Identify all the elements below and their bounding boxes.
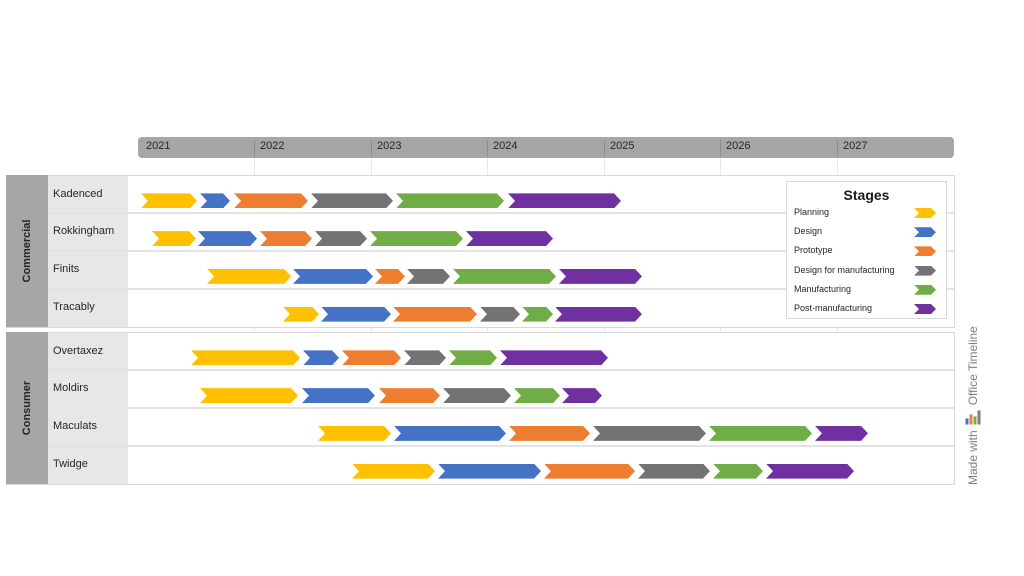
stage-segment-manufacturing[interactable] [709,426,812,441]
stage-segment-design-for-manufacturing[interactable] [404,350,446,365]
row-label: Overtaxez [48,332,128,371]
stage-segment-planning[interactable] [152,231,196,246]
stage-segment-manufacturing[interactable] [522,307,553,322]
year-label-2021: 2021 [146,140,171,152]
stage-segment-prototype[interactable] [342,350,401,365]
year-tick [604,140,605,156]
row-label: Maculats [48,408,128,446]
legend-item-label: Prototype [794,245,833,256]
stage-segment-planning[interactable] [191,350,300,365]
year-tick [371,140,372,156]
legend-chevron-icon [914,266,936,276]
stage-segment-post-manufacturing[interactable] [555,307,642,322]
legend-item-label: Post-manufacturing [794,303,873,313]
stage-segment-prototype[interactable] [509,426,590,441]
stage-segment-design[interactable] [293,269,373,284]
stage-segment-design[interactable] [302,388,375,403]
row-separator [48,250,954,252]
stage-segment-planning[interactable] [141,193,197,208]
stage-segment-post-manufacturing[interactable] [559,269,642,284]
stage-segment-design-for-manufacturing[interactable] [407,269,450,284]
row-separator [48,444,954,447]
stage-segment-planning[interactable] [283,307,319,322]
stage-segment-design[interactable] [198,231,257,246]
stage-segment-planning[interactable] [352,464,435,479]
row-label: Finits [48,251,128,289]
stages-legend: Stages Planning Design Prototype Design for… [786,181,947,319]
stage-segment-design-for-manufacturing[interactable] [315,231,367,246]
stage-segment-design[interactable] [394,426,506,441]
stage-segment-manufacturing[interactable] [514,388,560,403]
group-label: Commercial [6,175,48,327]
stage-segment-design-for-manufacturing[interactable] [480,307,520,322]
year-label-2024: 2024 [493,140,518,152]
stage-segment-prototype[interactable] [544,464,635,479]
row-separator [48,287,954,290]
legend-chevron-icon [914,246,936,256]
row-label: Kadenced [48,175,128,214]
stage-segment-post-manufacturing[interactable] [562,388,602,403]
stage-segment-design[interactable] [303,350,339,365]
stage-segment-post-manufacturing[interactable] [466,231,553,246]
stage-segment-design-for-manufacturing[interactable] [638,464,710,479]
row-separator [48,369,954,372]
year-label-2025: 2025 [610,140,635,152]
group-label: Consumer [6,332,48,484]
year-scale-bar: 2021 2022 2023 2024 2025 2026 2027 [138,137,954,158]
year-tick [720,140,721,156]
stage-segment-manufacturing[interactable] [713,464,763,479]
legend-chevron-icon [914,227,936,237]
stage-segment-design-for-manufacturing[interactable] [443,388,511,403]
stage-segment-design[interactable] [438,464,541,479]
year-tick [254,140,255,156]
stage-segment-design-for-manufacturing[interactable] [593,426,706,441]
legend-chevron-icon [914,208,936,218]
year-label-2027: 2027 [843,140,868,152]
legend-chevron-icon [914,304,936,314]
row-label: Moldirs [48,370,128,408]
stage-segment-post-manufacturing[interactable] [766,464,854,479]
stage-segment-prototype[interactable] [393,307,477,322]
year-label-2026: 2026 [726,140,751,152]
stage-segment-manufacturing[interactable] [370,231,463,246]
watermark-brand: Office Timeline [966,326,980,406]
office-timeline-logo-icon [965,410,981,425]
year-label-2022: 2022 [260,140,285,152]
legend-title: Stages [843,187,890,203]
row-label: Twidge [48,445,128,484]
row-label: Tracably [48,288,128,327]
group-label-text: Commercial [21,219,33,283]
legend-item-label: Planning [794,207,830,217]
watermark-prefix: Made with [966,430,980,485]
year-label-2023: 2023 [377,140,402,152]
stage-segment-post-manufacturing[interactable] [815,426,868,441]
row-separator [48,212,954,215]
row-separator [48,407,954,409]
stage-segment-post-manufacturing[interactable] [500,350,608,365]
group-label-text: Consumer [21,380,33,436]
stage-segment-planning[interactable] [207,269,291,284]
stage-segment-design[interactable] [200,193,230,208]
made-with-watermark: Made with Office Timeline [965,326,981,485]
legend-item-label: Manufacturing [794,283,852,294]
stage-segment-post-manufacturing[interactable] [508,193,621,208]
legend-item-label: Design [794,226,823,237]
legend-chevron-icon [914,285,936,295]
row-label: Rokkingham [48,213,128,251]
stage-segment-design-for-manufacturing[interactable] [311,193,393,208]
stage-segment-manufacturing[interactable] [449,350,497,365]
stage-segment-manufacturing[interactable] [453,269,556,284]
stage-segment-manufacturing[interactable] [396,193,504,208]
stage-segment-design[interactable] [321,307,391,322]
stage-segment-planning[interactable] [318,426,391,441]
stage-segment-prototype[interactable] [379,388,440,403]
stage-segment-prototype[interactable] [260,231,312,246]
year-tick [837,140,838,156]
stage-segment-prototype[interactable] [234,193,308,208]
legend-item-label: Design for manufacturing [794,264,895,275]
year-tick [487,140,488,156]
stage-segment-planning[interactable] [200,388,298,403]
stage-segment-prototype[interactable] [375,269,405,284]
